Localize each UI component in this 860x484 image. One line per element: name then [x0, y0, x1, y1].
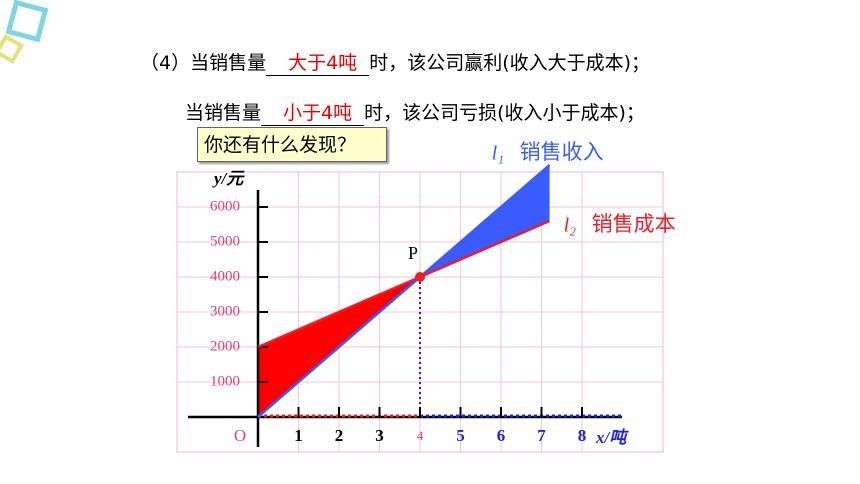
origin-label: O: [234, 426, 246, 445]
x-tick-label: 3: [375, 426, 384, 445]
x-tick-label: 8: [578, 426, 587, 445]
y-tick-label: 1000: [210, 373, 240, 389]
text: 时，该公司赢利(收入大于成本)；: [369, 52, 651, 74]
y-tick-label: 4000: [210, 268, 240, 284]
y-tick-label: 5000: [210, 233, 240, 249]
x-tick-label: 2: [335, 426, 344, 445]
x-tick-label: 6: [497, 426, 506, 445]
text: 当销售量: [185, 102, 262, 124]
line-label: l₂: [564, 215, 577, 237]
point-label: P: [408, 243, 418, 263]
statement: （4）当销售量 大于4吨 时，该公司赢利(收入大于成本)；: [140, 48, 650, 76]
deco-square: [0, 33, 25, 65]
intersection-point: [415, 272, 425, 282]
x-tick-label: 7: [537, 426, 546, 445]
legend-label: 销售成本: [592, 212, 676, 236]
legend-label: 销售收入: [520, 140, 604, 164]
statement: 当销售量 小于4吨 时，该公司亏损(收入小于成本)；: [185, 98, 645, 126]
x-axis-label: x/吨: [595, 428, 629, 447]
text: 时，该公司亏损(收入小于成本)；: [364, 102, 645, 124]
decoration: [0, 0, 49, 65]
x-tick-label: 4: [417, 428, 424, 443]
y-tick-label: 2000: [210, 338, 240, 354]
x-tick-label: 5: [456, 426, 465, 445]
text: （4）当销售量: [140, 52, 267, 74]
prompt-box: 你还有什么发现？: [197, 127, 387, 162]
line-label: l₁: [492, 143, 505, 165]
y-axis-label: y/元: [212, 169, 245, 188]
answer: 小于4吨: [261, 98, 365, 126]
x-tick-label: 1: [294, 426, 303, 445]
y-tick-label: 3000: [210, 303, 240, 319]
deco-square: [5, 0, 49, 43]
y-tick-label: 6000: [210, 198, 240, 214]
answer: 大于4吨: [266, 48, 370, 76]
